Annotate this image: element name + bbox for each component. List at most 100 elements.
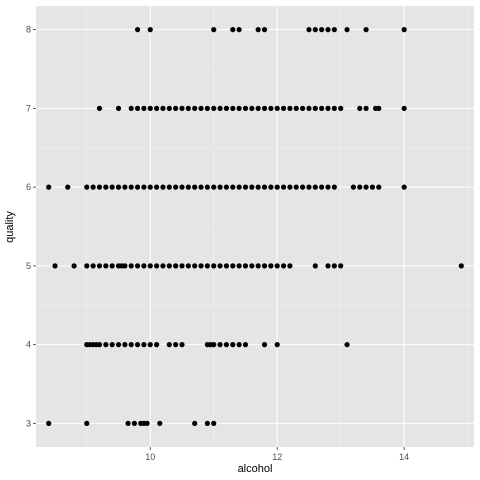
data-point <box>141 342 147 348</box>
x-tick-label: 12 <box>272 452 282 462</box>
data-point <box>306 184 312 190</box>
data-point <box>236 27 242 33</box>
data-point <box>166 184 172 190</box>
data-point <box>192 420 198 426</box>
x-axis-title: alcohol <box>238 463 273 475</box>
y-tick-label: 4 <box>26 340 31 350</box>
data-point <box>242 105 249 111</box>
data-point <box>204 420 210 426</box>
data-point <box>147 184 153 190</box>
data-point <box>115 184 122 190</box>
data-point <box>325 263 331 269</box>
data-point <box>211 184 217 190</box>
data-point <box>179 263 185 269</box>
data-point <box>230 342 236 348</box>
data-point <box>249 263 255 269</box>
data-point <box>344 342 350 348</box>
data-point <box>230 263 236 269</box>
data-point <box>280 184 287 190</box>
data-point <box>109 184 115 190</box>
data-point <box>255 105 261 111</box>
data-point <box>109 342 115 348</box>
data-point <box>160 263 166 269</box>
data-point <box>71 263 77 269</box>
data-point <box>198 263 204 269</box>
x-tick-label: 10 <box>145 452 155 462</box>
data-point <box>141 184 147 190</box>
data-point <box>141 263 147 269</box>
data-point <box>261 105 268 111</box>
data-point <box>217 184 223 190</box>
data-point <box>223 263 230 269</box>
data-point <box>319 105 325 111</box>
data-point <box>141 105 147 111</box>
data-point <box>96 263 103 269</box>
data-point <box>65 184 71 190</box>
data-point <box>325 105 331 111</box>
data-point <box>287 263 293 269</box>
minor-gridlines <box>36 6 474 447</box>
data-point <box>128 342 134 348</box>
data-point <box>84 263 90 269</box>
data-point <box>401 184 407 190</box>
data-point <box>230 27 236 33</box>
data-point <box>458 263 464 269</box>
data-point <box>179 105 185 111</box>
data-point <box>147 105 153 111</box>
y-tick-label: 6 <box>26 182 31 192</box>
data-point <box>52 263 58 269</box>
data-point <box>242 342 249 348</box>
data-point <box>122 342 128 348</box>
data-point <box>357 105 363 111</box>
data-point <box>90 184 96 190</box>
data-point <box>46 184 52 190</box>
data-point <box>236 105 242 111</box>
data-point <box>223 342 230 348</box>
data-point <box>274 263 280 269</box>
data-point <box>236 342 242 348</box>
data-point <box>331 184 337 190</box>
data-point <box>211 420 217 426</box>
data-point <box>109 263 115 269</box>
data-point <box>115 342 122 348</box>
data-point <box>293 184 299 190</box>
data-point <box>312 263 318 269</box>
data-point <box>369 184 376 190</box>
data-point <box>217 263 223 269</box>
data-point <box>103 342 109 348</box>
y-tick-label: 7 <box>26 103 31 113</box>
data-point <box>325 27 331 33</box>
y-axis-ticks: 3 4 5 6 7 8 <box>26 25 36 428</box>
data-point <box>268 184 274 190</box>
data-point <box>312 27 318 33</box>
data-point <box>115 105 122 111</box>
data-point <box>242 263 249 269</box>
data-point <box>166 342 172 348</box>
data-point <box>157 420 163 426</box>
data-point <box>122 184 128 190</box>
data-point <box>280 263 287 269</box>
data-point <box>134 105 141 111</box>
data-point <box>280 105 287 111</box>
data-point <box>293 105 299 111</box>
data-point <box>344 27 350 33</box>
data-point <box>147 342 153 348</box>
data-point <box>255 263 261 269</box>
data-point <box>166 105 172 111</box>
data-point <box>103 184 109 190</box>
major-gridlines <box>36 6 474 447</box>
data-point <box>236 263 242 269</box>
data-point <box>331 27 337 33</box>
data-point <box>179 184 185 190</box>
data-point <box>134 27 141 33</box>
data-point <box>192 105 198 111</box>
y-tick-label: 3 <box>26 418 31 428</box>
data-point <box>274 184 280 190</box>
data-point <box>198 105 204 111</box>
data-point <box>261 27 268 33</box>
data-point <box>268 263 274 269</box>
data-point <box>357 184 363 190</box>
data-point <box>96 184 103 190</box>
data-point <box>300 105 306 111</box>
